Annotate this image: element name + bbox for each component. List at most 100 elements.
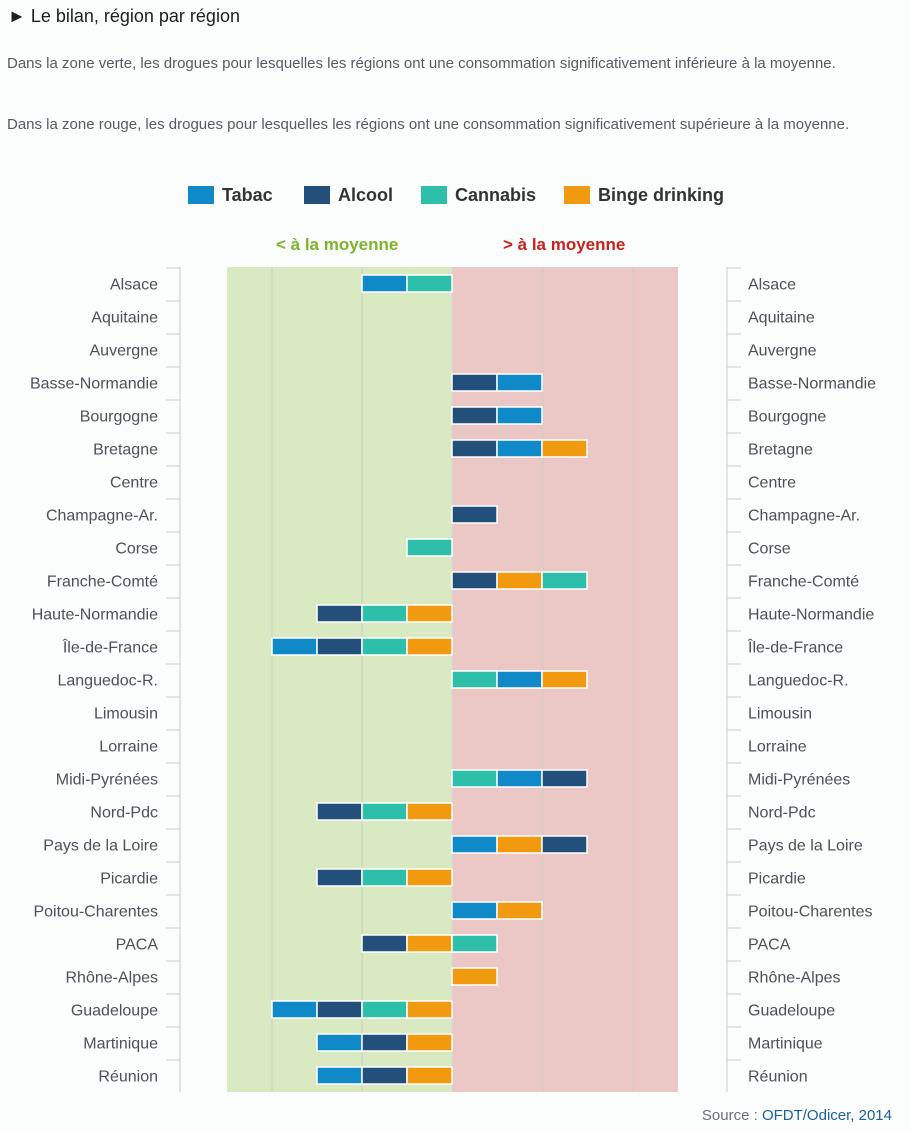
region-label-right-auvergne: Auvergne	[748, 343, 817, 360]
region-label-left-bourgogne: Bourgogne	[80, 409, 158, 426]
region-label-right-lorraine: Lorraine	[748, 739, 807, 756]
bar-below-picardie-alcool	[316, 868, 363, 887]
red-zone-explanation: Dans la zone rouge, les drogues pour les…	[7, 116, 850, 133]
bar-below-nord-pdc-alcool	[316, 802, 363, 821]
bar-below-haute-normandie-cannabis	[361, 604, 408, 623]
bar-above-midi-pyrenees-tabac	[496, 769, 543, 788]
region-label-right-nord-pdc: Nord-Pdc	[748, 805, 816, 822]
green-zone-explanation: Dans la zone verte, les drogues pour les…	[7, 55, 836, 72]
region-label-left-centre: Centre	[110, 475, 158, 492]
region-label-left-aquitaine: Aquitaine	[91, 310, 158, 327]
region-label-left-franche-comte: Franche-Comté	[47, 574, 158, 591]
zone-below-heading: < à la moyenne	[276, 235, 399, 254]
region-label-left-paca: PACA	[116, 937, 159, 954]
bar-below-haute-normandie-binge-drinking	[406, 604, 453, 623]
region-label-right-bourgogne: Bourgogne	[748, 409, 826, 426]
legend-swatch-binge-drinking	[564, 186, 590, 204]
bar-below-paca-binge-drinking	[406, 934, 453, 953]
legend-item-tabac: Tabac	[188, 183, 273, 207]
source-prefix: Source :	[701, 1107, 762, 1124]
zone-below-background	[227, 267, 452, 1092]
region-label-right-midi-pyrenees: Midi-Pyrénées	[748, 772, 850, 789]
bar-above-pays-de-la-loire-binge-drinking	[496, 835, 543, 854]
region-label-right-martinique: Martinique	[748, 1036, 823, 1053]
legend-label-binge-drinking: Binge drinking	[598, 184, 724, 205]
zone-above-heading: > à la moyenne	[503, 235, 626, 254]
bar-below-ile-de-france-alcool	[316, 637, 363, 656]
bar-below-guadeloupe-cannabis	[361, 1000, 408, 1019]
bar-below-alsace-tabac	[361, 274, 408, 293]
region-label-right-corse: Corse	[748, 541, 791, 558]
region-label-left-guadeloupe: Guadeloupe	[71, 1003, 158, 1020]
bar-below-ile-de-france-cannabis	[361, 637, 408, 656]
bar-above-midi-pyrenees-cannabis	[451, 769, 498, 788]
region-label-right-reunion: Réunion	[748, 1069, 808, 1086]
region-label-left-basse-normandie: Basse-Normandie	[30, 376, 158, 393]
region-label-left-midi-pyrenees: Midi-Pyrénées	[56, 772, 158, 789]
legend-label-alcool: Alcool	[338, 184, 394, 205]
bar-above-languedoc-r-cannabis	[451, 670, 498, 689]
region-label-left-bretagne: Bretagne	[93, 442, 158, 459]
region-label-right-alsace: Alsace	[748, 277, 796, 294]
region-label-right-limousin: Limousin	[748, 706, 812, 723]
bar-below-reunion-binge-drinking	[406, 1066, 453, 1085]
region-label-left-poitou-charentes: Poitou-Charentes	[33, 904, 158, 921]
bar-below-picardie-binge-drinking	[406, 868, 453, 887]
region-label-left-nord-pdc: Nord-Pdc	[90, 805, 158, 822]
bar-above-basse-normandie-alcool	[451, 373, 498, 392]
bar-above-languedoc-r-tabac	[496, 670, 543, 689]
bar-above-pays-de-la-loire-tabac	[451, 835, 498, 854]
bar-above-midi-pyrenees-alcool	[541, 769, 588, 788]
region-label-right-ile-de-france: Île-de-France	[747, 638, 843, 657]
bar-above-franche-comte-binge-drinking	[496, 571, 543, 590]
region-label-right-franche-comte: Franche-Comté	[748, 574, 859, 591]
region-label-right-aquitaine: Aquitaine	[748, 310, 815, 327]
region-label-left-champagne-ar: Champagne-Ar.	[46, 508, 158, 525]
bar-above-bretagne-tabac	[496, 439, 543, 458]
region-label-left-languedoc-r: Languedoc-R.	[57, 673, 158, 690]
region-label-left-corse: Corse	[115, 541, 158, 558]
legend-item-binge-drinking: Binge drinking	[564, 183, 724, 207]
region-label-right-bretagne: Bretagne	[748, 442, 813, 459]
bar-above-bourgogne-tabac	[496, 406, 543, 425]
region-label-left-pays-de-la-loire: Pays de la Loire	[43, 838, 158, 855]
bar-below-haute-normandie-alcool	[316, 604, 363, 623]
legend-item-alcool: Alcool	[304, 183, 393, 207]
source-organization: OFDT/Odicer, 2014	[761, 1107, 892, 1124]
region-label-left-martinique: Martinique	[83, 1036, 158, 1053]
region-label-left-limousin: Limousin	[94, 706, 158, 723]
bar-below-martinique-alcool	[361, 1033, 408, 1052]
region-label-right-picardie: Picardie	[748, 871, 806, 888]
bar-above-poitou-charentes-tabac	[451, 901, 498, 920]
region-label-right-champagne-ar: Champagne-Ar.	[748, 508, 860, 525]
region-label-left-rhone-alpes: Rhône-Alpes	[66, 970, 159, 987]
bar-above-pays-de-la-loire-alcool	[541, 835, 588, 854]
region-label-right-haute-normandie: Haute-Normandie	[748, 607, 874, 624]
bar-above-bourgogne-alcool	[451, 406, 498, 425]
region-label-right-centre: Centre	[748, 475, 796, 492]
bar-below-nord-pdc-binge-drinking	[406, 802, 453, 821]
region-label-left-haute-normandie: Haute-Normandie	[32, 607, 158, 624]
region-label-left-lorraine: Lorraine	[99, 739, 158, 756]
bar-above-languedoc-r-binge-drinking	[541, 670, 588, 689]
bar-below-reunion-tabac	[316, 1066, 363, 1085]
source-note: Source : OFDT/Odicer, 2014	[702, 1107, 892, 1124]
bar-below-martinique-binge-drinking	[406, 1033, 453, 1052]
bar-below-martinique-tabac	[316, 1033, 363, 1052]
region-label-left-picardie: Picardie	[100, 871, 158, 888]
region-label-right-pays-de-la-loire: Pays de la Loire	[748, 838, 863, 855]
bar-below-ile-de-france-binge-drinking	[406, 637, 453, 656]
page-title: ► Le bilan, région par région	[8, 6, 240, 26]
region-label-right-basse-normandie: Basse-Normandie	[748, 376, 876, 393]
bar-below-guadeloupe-alcool	[316, 1000, 363, 1019]
region-label-right-paca: PACA	[748, 937, 791, 954]
region-label-right-languedoc-r: Languedoc-R.	[748, 673, 849, 690]
bar-below-ile-de-france-tabac	[271, 637, 318, 656]
bar-above-poitou-charentes-binge-drinking	[496, 901, 543, 920]
bar-above-bretagne-alcool	[451, 439, 498, 458]
bar-below-guadeloupe-binge-drinking	[406, 1000, 453, 1019]
legend-swatch-alcool	[304, 186, 330, 204]
region-label-right-rhone-alpes: Rhône-Alpes	[748, 970, 841, 987]
bar-below-alsace-cannabis	[406, 274, 453, 293]
